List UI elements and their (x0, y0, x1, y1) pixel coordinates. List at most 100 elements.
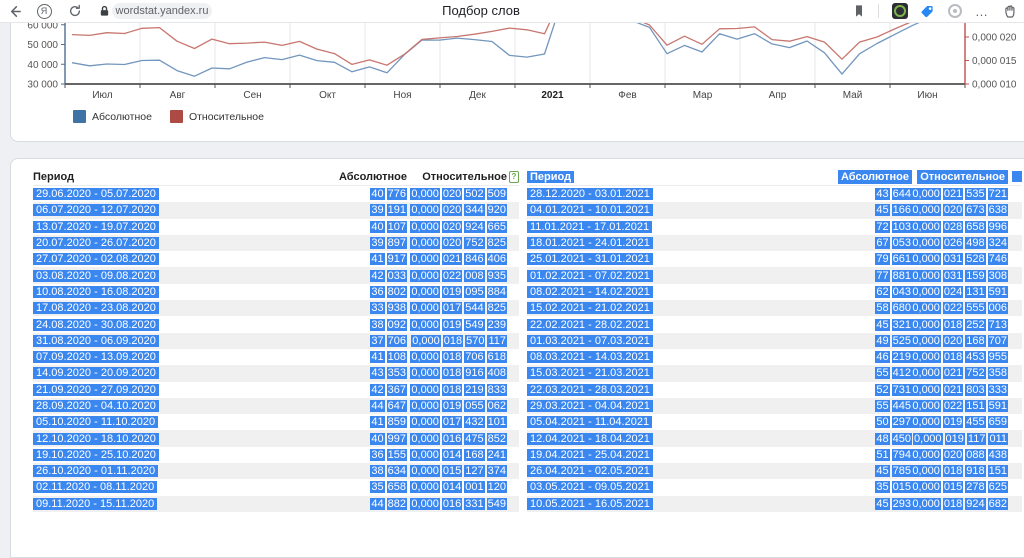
value-chunk: 239 (486, 318, 507, 331)
value-chunk: 502 (464, 188, 485, 201)
address-bar[interactable]: wordstat.yandex.ru (112, 3, 212, 19)
value-chunk: 031 (942, 269, 964, 282)
period-cell: 24.08.2020 - 30.08.2020 (33, 318, 159, 331)
value-chunk: 018 (442, 334, 464, 347)
value-chunk: 62 (875, 285, 890, 298)
value-chunk: 278 (965, 481, 986, 494)
y-tick-label-left: 50 000 (27, 40, 58, 51)
value-chunk: 509 (486, 188, 507, 201)
value-chunk: 088 (965, 448, 986, 461)
value-chunk: 40 (370, 220, 385, 233)
extension-tag-icon[interactable] (918, 0, 936, 22)
value-chunk: 020 (441, 204, 463, 217)
value-chunk: 638 (987, 204, 1008, 217)
period-cell: 01.02.2021 - 07.02.2021 (527, 269, 653, 282)
value-chunk: 408 (486, 367, 507, 380)
hand-panel-icon[interactable] (1000, 0, 1020, 22)
value-chunk: 917 (386, 253, 407, 266)
value-chunk: 017 (441, 302, 463, 315)
value-chunk: 0,000 (913, 432, 943, 445)
relative-cell: 0,000 024 131 591 (911, 285, 1008, 298)
table-row: 15.03.2021 - 21.03.2021 55 412 0,000 021 752 3… (527, 365, 1022, 382)
absolute-cell: 45 321 (792, 318, 912, 331)
value-chunk: 0,000 (911, 269, 941, 282)
value-chunk: 924 (464, 220, 485, 233)
value-chunk: 108 (386, 351, 407, 364)
value-chunk: 021 (942, 367, 964, 380)
absolute-cell: 43 353 (293, 367, 407, 380)
value-chunk: 706 (464, 351, 485, 364)
period-cell: 31.08.2020 - 06.09.2020 (33, 334, 159, 347)
help-icon-selected[interactable] (1012, 171, 1022, 182)
value-chunk: 0,000 (911, 285, 941, 298)
value-chunk: 731 (891, 383, 912, 396)
extension-dark-icon[interactable] (891, 0, 909, 22)
value-chunk: 103 (891, 220, 912, 233)
value-chunk: 42 (370, 269, 385, 282)
value-chunk: 36 (370, 448, 385, 461)
value-chunk: 544 (464, 302, 485, 315)
value-chunk: 014 (441, 448, 463, 461)
relative-cell: 0,000 031 159 308 (911, 269, 1008, 282)
value-chunk: 634 (386, 465, 407, 478)
value-chunk: 151 (965, 400, 986, 412)
value-chunk: 997 (386, 432, 407, 445)
legend-item-absolute[interactable]: Абсолютное (73, 110, 152, 123)
value-chunk: 0,000 (410, 465, 440, 478)
value-chunk: 020 (942, 204, 964, 217)
header-relative: Относительное (917, 169, 1008, 184)
page-title: Подбор слов (442, 3, 520, 18)
value-chunk: 825 (486, 237, 507, 250)
value-chunk: 445 (891, 400, 912, 412)
value-chunk: 367 (386, 383, 407, 396)
value-chunk: 785 (891, 465, 912, 478)
absolute-cell: 35 015 (792, 481, 912, 494)
table-row: 14.09.2020 - 20.09.2020 43 353 0,000 018 916 4… (33, 365, 519, 382)
x-tick-label: Май (843, 90, 863, 101)
relative-cell: 0,000 020 088 438 (911, 448, 1008, 461)
value-chunk: 528 (965, 253, 986, 266)
value-chunk: 43 (875, 188, 890, 201)
header-absolute: Абсолютное (838, 169, 912, 184)
profile-icon[interactable]: Я (35, 0, 53, 22)
bookmark-icon[interactable] (851, 0, 867, 22)
value-chunk: 77 (875, 269, 890, 282)
absolute-cell: 40 107 (293, 220, 407, 233)
table-row: 31.08.2020 - 06.09.2020 37 706 0,000 018 570 1… (33, 332, 519, 349)
trend-chart: 60 000 50 000 40 000 30 000 0,000 020 0,000 0… (27, 22, 1017, 101)
value-chunk: 131 (965, 285, 986, 298)
extension-circle-icon[interactable] (946, 0, 964, 22)
value-chunk: 0,000 (410, 416, 440, 429)
back-icon[interactable] (5, 0, 23, 22)
period-cell: 15.02.2021 - 21.02.2021 (527, 302, 653, 315)
value-chunk: 020 (942, 334, 964, 347)
help-icon[interactable]: ? (509, 170, 519, 183)
value-chunk: 358 (987, 367, 1008, 380)
table-row: 15.02.2021 - 21.02.2021 58 680 0,000 022 555 0… (527, 300, 1022, 317)
value-chunk: 67 (875, 237, 890, 250)
value-chunk: 535 (965, 188, 986, 201)
value-chunk: 219 (464, 383, 485, 396)
relative-cell: 0,000 020 673 638 (911, 204, 1008, 217)
value-chunk: 752 (965, 367, 986, 380)
period-cell: 13.07.2020 - 19.07.2020 (33, 220, 159, 233)
absolute-cell: 36 802 (293, 285, 407, 298)
value-chunk: 41 (370, 351, 385, 364)
value-chunk: 43 (370, 367, 385, 380)
lock-icon[interactable] (97, 0, 111, 22)
relative-cell: 0,000 018 706 618 (407, 351, 507, 364)
period-cell: 05.10.2020 - 11.10.2020 (33, 416, 159, 429)
absolute-cell: 35 658 (293, 481, 407, 494)
legend-item-relative[interactable]: Относительное (169, 110, 264, 123)
reload-icon[interactable] (66, 0, 84, 22)
value-chunk: 0,000 (911, 465, 941, 478)
value-chunk: 752 (464, 237, 485, 250)
value-chunk: 0,000 (911, 237, 941, 250)
value-chunk: 0,000 (410, 383, 440, 396)
more-icon[interactable]: … (975, 3, 989, 19)
value-chunk: 026 (942, 237, 964, 250)
relative-cell: 0,000 016 475 852 (407, 432, 507, 445)
period-cell: 05.04.2021 - 11.04.2021 (527, 416, 653, 429)
series-absolute (71, 22, 922, 77)
table-header: Период Абсолютное Относительное ? (33, 168, 519, 186)
